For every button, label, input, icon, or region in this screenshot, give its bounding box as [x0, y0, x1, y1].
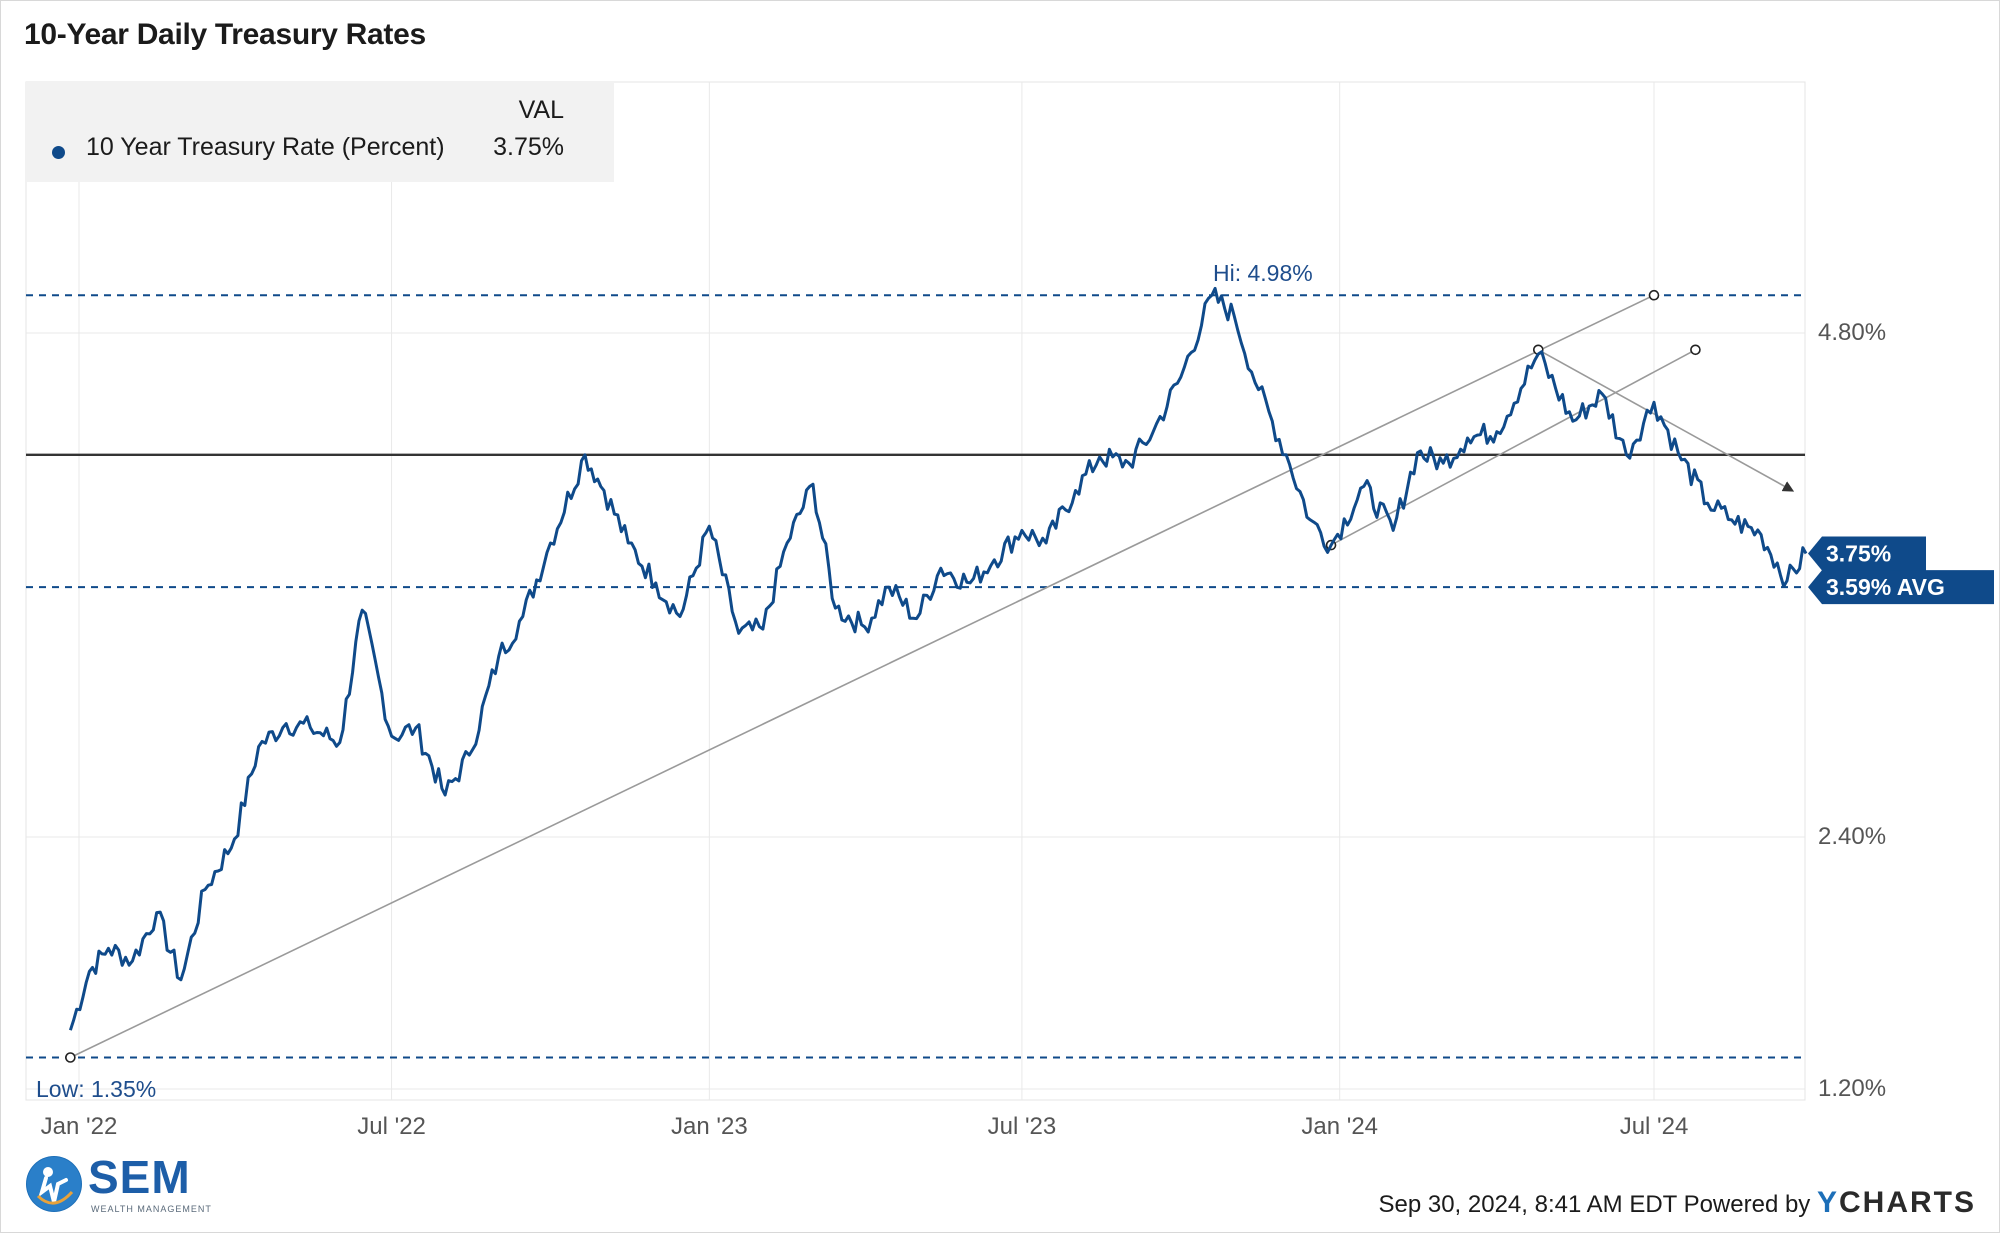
current-value-badge-text: 3.75%: [1826, 541, 1891, 567]
trendline-endpoint: [65, 1052, 76, 1063]
legend-header: VAL: [518, 96, 564, 124]
current-value-badge-shape: [1808, 536, 1926, 571]
avg-badge-text: 3.59% AVG: [1826, 574, 1945, 600]
y-tick-label: 1.20%: [1818, 1075, 1887, 1102]
legend-series-marker: [52, 146, 65, 159]
footer: Sep 30, 2024, 8:41 AM EDT Powered by YCH…: [1378, 1186, 1976, 1220]
x-tick-label: Jan '23: [671, 1113, 748, 1140]
chart-title: 10-Year Daily Treasury Rates: [24, 18, 426, 51]
ycharts-logo[interactable]: YCHARTS: [1817, 1186, 1976, 1219]
legend: VAL 10 Year Treasury Rate (Percent) 3.75…: [26, 82, 614, 182]
hi-annotation: Hi: 4.98%: [1213, 260, 1313, 286]
x-tick-label: Jan '24: [1301, 1113, 1379, 1140]
trendline: [1537, 349, 1795, 492]
x-tick-label: Jul '22: [357, 1113, 426, 1140]
x-tick-label: Jan '22: [40, 1113, 118, 1140]
sem-logo-name: SEM: [88, 1151, 191, 1203]
x-tick-label: Jul '24: [1619, 1113, 1689, 1140]
trendline: [70, 294, 1655, 1059]
avg-badge: 3.59% AVG: [1808, 570, 1994, 605]
sem-logo-icon: [26, 1156, 82, 1212]
plot-area: [25, 81, 1806, 1101]
legend-series-name[interactable]: 10 Year Treasury Rate (Percent): [86, 133, 445, 161]
sem-logo: SEM WEALTH MANAGEMENT: [26, 1151, 226, 1216]
trendline-endpoint: [1690, 344, 1701, 356]
series-line: [68, 286, 1808, 1031]
footer-timestamp: Sep 30, 2024, 8:41 AM EDT Powered by: [1378, 1191, 1811, 1218]
current-value-badge: 3.75%: [1808, 536, 1926, 571]
legend-series-value: 3.75%: [493, 133, 564, 161]
trendline-endpoint: [1648, 289, 1660, 301]
y-tick-label: 4.80%: [1818, 319, 1887, 346]
ycharts-logo-y: Y: [1816, 1186, 1839, 1219]
x-tick-label: Jul '23: [987, 1113, 1057, 1140]
sem-logo-tagline: WEALTH MANAGEMENT: [91, 1204, 212, 1214]
avg-badge-shape: [1808, 570, 1994, 605]
ycharts-logo-rest: CHARTS: [1839, 1186, 1976, 1219]
trendline: [1330, 349, 1696, 546]
low-annotation: Low: 1.35%: [36, 1076, 157, 1102]
y-tick-label: 2.40%: [1818, 823, 1887, 850]
